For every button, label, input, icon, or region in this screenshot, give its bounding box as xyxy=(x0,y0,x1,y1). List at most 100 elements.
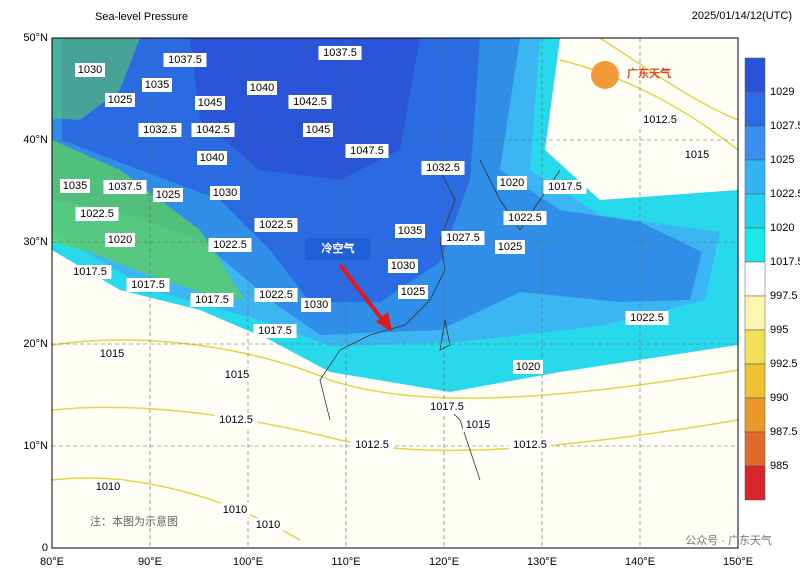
contour-label-bg xyxy=(68,265,112,279)
contour-label: 1010 xyxy=(256,519,280,531)
colorbar-box xyxy=(744,329,766,365)
lon-label: 150°E xyxy=(723,556,753,568)
timestamp: 2025/01/14/12(UTC) xyxy=(692,10,792,22)
colorbar-label: 1029 xyxy=(770,86,794,98)
contour-label: 1017.5 xyxy=(131,279,165,291)
contour-label-bg xyxy=(625,311,669,325)
contour-label-bg xyxy=(60,179,90,193)
contour-label: 1022.5 xyxy=(213,239,247,251)
contour-label: 1012.5 xyxy=(513,439,547,451)
contour-label-bg xyxy=(421,161,465,175)
lon-label: 120°E xyxy=(429,556,459,568)
contour-label-bg xyxy=(318,46,362,60)
contour-label-bg xyxy=(497,176,527,190)
contour-label: 1030 xyxy=(304,299,328,311)
contour-label: 1030 xyxy=(391,260,415,272)
contour-label-bg xyxy=(191,123,235,137)
lon-label: 90°E xyxy=(138,556,162,568)
lat-label: 30°N xyxy=(23,236,48,248)
note: 注：本图为示意图 xyxy=(90,514,178,528)
contour-label: 1020 xyxy=(500,177,524,189)
lat-label: 20°N xyxy=(23,338,48,350)
contour-label: 1017.5 xyxy=(430,401,464,413)
cold-air-label: 冷空气 xyxy=(322,241,355,255)
contour-label: 1045 xyxy=(306,124,330,136)
lat-label: 10°N xyxy=(23,440,48,452)
watermark: 公众号 · 广东天气 xyxy=(685,533,772,547)
map-area: 1030 1035 1037.5 1025 1045 1040 1042.5 1037.5 10… xyxy=(52,38,738,548)
contour-label: 1027.5 xyxy=(446,232,480,244)
contour-label-bg xyxy=(195,96,225,110)
contour-label: 1015 xyxy=(100,348,124,360)
contour-label: 1037.5 xyxy=(323,47,357,59)
contour-label: 1037.5 xyxy=(108,181,142,193)
map-frame xyxy=(51,37,739,549)
contour-label: 1025 xyxy=(156,189,180,201)
contour-label: 1042.5 xyxy=(293,96,327,108)
colorbar-box xyxy=(744,397,766,433)
contour-label: 1010 xyxy=(223,504,247,516)
lat-label: 0 xyxy=(42,542,48,554)
contour-label-bg xyxy=(398,285,428,299)
grid-lines xyxy=(52,38,738,548)
contour-label: 1030 xyxy=(78,64,102,76)
colorbar-label: 1017.5 xyxy=(770,256,800,268)
terrain-zone xyxy=(52,140,245,300)
contour-label-bg xyxy=(513,360,543,374)
colorbar-box xyxy=(744,159,766,195)
contour-label: 1012.5 xyxy=(643,114,677,126)
contour-label-bg xyxy=(303,123,333,137)
contour-label-bg xyxy=(254,288,298,302)
lon-label: 130°E xyxy=(527,556,557,568)
colorbar-label: 1025 xyxy=(770,154,794,166)
lat-label: 40°N xyxy=(23,134,48,146)
contour-label: 1042.5 xyxy=(196,124,230,136)
contour-label-bg xyxy=(153,188,183,202)
contour-label: 1012.5 xyxy=(219,414,253,426)
contour-label-bg xyxy=(247,81,277,95)
logo-icon xyxy=(591,61,619,89)
contour-label: 1037.5 xyxy=(168,54,202,66)
contour-label-bg xyxy=(105,233,135,247)
contour-label: 1015 xyxy=(466,419,490,431)
contour-label-bg xyxy=(208,238,252,252)
colorbar-box xyxy=(744,193,766,229)
contour-label-bg xyxy=(543,180,587,194)
contour-label-bg xyxy=(253,324,297,338)
contour-label: 1040 xyxy=(200,152,224,164)
contour-label-bg xyxy=(395,224,425,238)
contour-label-bg xyxy=(254,218,298,232)
contour-label: 1022.5 xyxy=(508,212,542,224)
contour-label: 1020 xyxy=(108,234,132,246)
contour-label-bg xyxy=(103,180,147,194)
colorbar-label: 990 xyxy=(770,392,788,404)
lat-label: 50°N xyxy=(23,32,48,44)
contour-label-bg xyxy=(441,231,485,245)
contour-label: 1032.5 xyxy=(426,162,460,174)
contour-label: 1035 xyxy=(63,180,87,192)
contour-label-bg xyxy=(682,148,712,162)
contour-label-bg xyxy=(75,63,105,77)
contour-label: 1022.5 xyxy=(259,219,293,231)
arrow-head xyxy=(376,312,392,332)
contour-label: 1035 xyxy=(145,79,169,91)
colorbar-box xyxy=(744,91,766,127)
colorbar-box xyxy=(744,295,766,331)
arrow xyxy=(338,263,386,324)
colorbar-label: 997.5 xyxy=(770,290,798,302)
contour-label: 1017.5 xyxy=(73,266,107,278)
contour-label: 1045 xyxy=(198,97,222,109)
title: Sea-level Pressure xyxy=(95,11,188,23)
colorbar-label: 1020 xyxy=(770,222,794,234)
contour-label-bg xyxy=(345,144,389,158)
contour-label-bg xyxy=(425,400,469,414)
contour-label: 1025 xyxy=(108,94,132,106)
colorbar-label: 995 xyxy=(770,324,788,336)
contour-label: 1032.5 xyxy=(143,124,177,136)
colorbar-box xyxy=(744,431,766,467)
contour-label: 1017.5 xyxy=(258,325,292,337)
contour-label-bg xyxy=(220,503,250,517)
label-box xyxy=(305,238,371,260)
contour-label: 1025 xyxy=(498,241,522,253)
